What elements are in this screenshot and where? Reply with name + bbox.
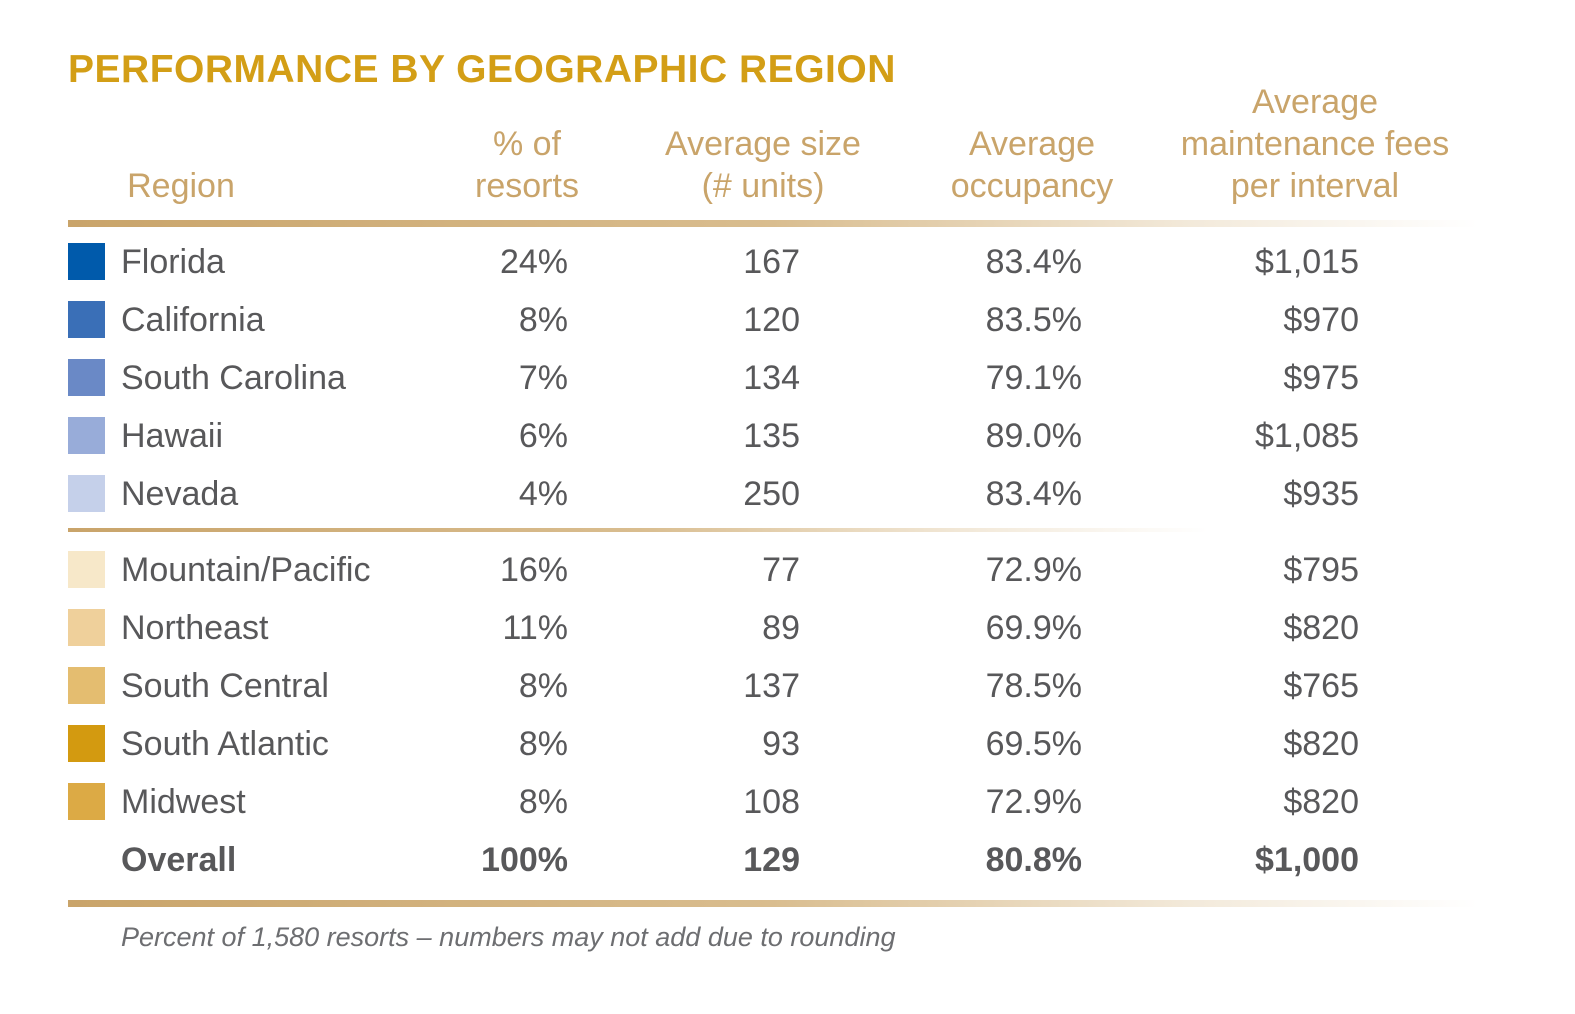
average-maintenance-fees: $1,085: [1255, 417, 1359, 455]
table-row: Hawaii 6% 135 89.0% $1,085: [0, 411, 1575, 461]
region-name: South Atlantic: [121, 725, 329, 763]
region-color-swatch: [68, 551, 105, 588]
table-row: Nevada 4% 250 83.4% $935: [0, 469, 1575, 519]
average-maintenance-fees: $935: [1283, 475, 1359, 513]
average-occupancy: 72.9%: [985, 551, 1082, 589]
region-name: South Central: [121, 667, 329, 705]
column-header-line: Average size: [665, 125, 861, 163]
column-header-line: per interval: [1230, 167, 1400, 205]
region-color-swatch: [68, 725, 105, 762]
average-occupancy: 78.5%: [985, 667, 1082, 705]
table-row: South Atlantic 8% 93 69.5% $820: [0, 719, 1575, 769]
footnote: Percent of 1,580 resorts – numbers may n…: [121, 922, 896, 952]
table-row: Florida 24% 167 83.4% $1,015: [0, 237, 1575, 287]
average-maintenance-fees: $820: [1283, 725, 1359, 763]
percent-of-resorts: 7%: [518, 359, 568, 397]
average-size: 137: [743, 667, 800, 705]
column-header-line: resorts: [475, 167, 579, 205]
region-name: Mountain/Pacific: [121, 551, 371, 589]
table-row: Northeast 11% 89 69.9% $820: [0, 603, 1575, 653]
average-maintenance-fees: $970: [1283, 301, 1359, 339]
average-size: 77: [762, 551, 800, 589]
average-occupancy: 83.4%: [985, 475, 1082, 513]
column-header: % of resorts: [277, 123, 777, 207]
average-maintenance-fees: $820: [1283, 609, 1359, 647]
region-name: Florida: [121, 243, 225, 281]
average-maintenance-fees: $795: [1283, 551, 1359, 589]
region-color-swatch: [68, 243, 105, 280]
percent-of-resorts: 24%: [499, 243, 568, 281]
region-color-swatch: [68, 667, 105, 704]
column-header-line: Region: [127, 167, 235, 205]
percent-of-resorts: 11%: [502, 609, 568, 647]
average-maintenance-fees: $765: [1283, 667, 1359, 705]
percent-of-resorts: 8%: [518, 783, 568, 821]
region-color-swatch: [68, 475, 105, 512]
percent-of-resorts: 16%: [499, 551, 568, 589]
column-header-line: Average: [1251, 83, 1379, 121]
average-size: 135: [743, 417, 800, 455]
average-occupancy: 83.4%: [985, 243, 1082, 281]
column-header: Average maintenance fees per interval: [1065, 81, 1565, 207]
average-occupancy: 69.5%: [985, 725, 1082, 763]
percent-of-resorts: 8%: [518, 301, 568, 339]
region-color-swatch: [68, 301, 105, 338]
average-size: 108: [743, 783, 800, 821]
column-header-line: Average: [968, 125, 1096, 163]
average-occupancy: 72.9%: [985, 783, 1082, 821]
column-header-line: maintenance fees: [1180, 125, 1450, 163]
region-name: South Carolina: [121, 359, 346, 397]
region-name: Nevada: [121, 475, 239, 513]
average-size: 93: [762, 725, 800, 763]
table-row: Midwest 8% 108 72.9% $820: [0, 777, 1575, 827]
average-maintenance-fees: $1,015: [1255, 243, 1359, 281]
table-row: Mountain/Pacific 16% 77 72.9% $795: [0, 545, 1575, 595]
header-divider: [68, 220, 1478, 227]
region-name: Overall: [121, 841, 237, 879]
column-header: Average occupancy: [782, 123, 1282, 207]
footer-divider: [68, 900, 1478, 907]
average-maintenance-fees: $975: [1283, 359, 1359, 397]
average-maintenance-fees: $1,000: [1255, 841, 1359, 879]
region-color-swatch: [68, 417, 105, 454]
average-occupancy: 80.8%: [985, 841, 1082, 879]
average-occupancy: 69.9%: [985, 609, 1082, 647]
column-header-line: occupancy: [950, 167, 1114, 205]
percent-of-resorts: 8%: [518, 725, 568, 763]
page-title: PERFORMANCE BY GEOGRAPHIC REGION: [68, 48, 896, 91]
average-occupancy: 89.0%: [985, 417, 1082, 455]
percent-of-resorts: 100%: [481, 841, 568, 879]
average-occupancy: 79.1%: [985, 359, 1082, 397]
average-occupancy: 83.5%: [985, 301, 1082, 339]
column-header: Region: [0, 165, 431, 207]
total-row: Overall 100% 129 80.8% $1,000: [0, 835, 1575, 885]
table-row: South Central 8% 137 78.5% $765: [0, 661, 1575, 711]
average-size: 250: [743, 475, 800, 513]
region-color-swatch: [68, 359, 105, 396]
percent-of-resorts: 8%: [518, 667, 568, 705]
average-maintenance-fees: $820: [1283, 783, 1359, 821]
region-color-swatch: [68, 609, 105, 646]
region-name: Hawaii: [121, 417, 224, 455]
column-header-line: (# units): [701, 167, 825, 205]
average-size: 129: [743, 841, 800, 879]
table-row: South Carolina 7% 134 79.1% $975: [0, 353, 1575, 403]
group-divider: [68, 528, 1208, 532]
average-size: 120: [743, 301, 800, 339]
region-color-swatch: [68, 783, 105, 820]
percent-of-resorts: 4%: [518, 475, 568, 513]
column-header: Average size (# units): [513, 123, 1013, 207]
column-header-line: % of: [492, 125, 562, 163]
average-size: 134: [743, 359, 800, 397]
region-name: Midwest: [121, 783, 246, 821]
region-name: Northeast: [121, 609, 269, 647]
table-row: California 8% 120 83.5% $970: [0, 295, 1575, 345]
average-size: 89: [762, 609, 800, 647]
average-size: 167: [743, 243, 800, 281]
region-name: California: [121, 301, 265, 339]
percent-of-resorts: 6%: [518, 417, 568, 455]
